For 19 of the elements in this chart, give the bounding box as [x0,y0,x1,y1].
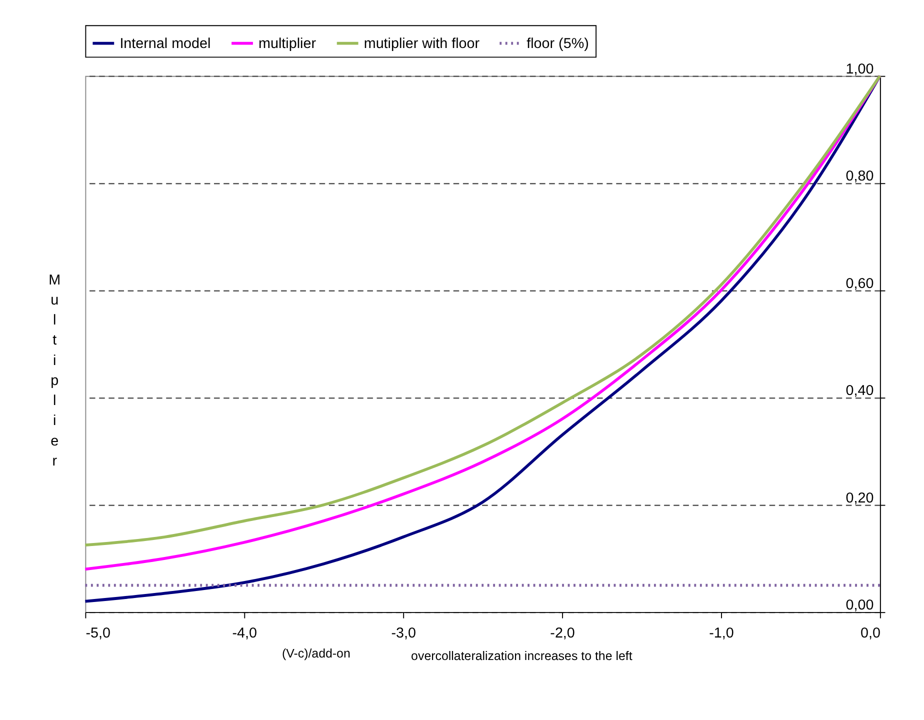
text: Multiplier [48,272,61,470]
y-tick-label: 0,60 [846,276,874,292]
y-tick-label: 0,20 [846,490,874,506]
y-tick-label: 1,00 [846,61,874,78]
x-tick-label: -4,0 [232,625,258,642]
text: overcollateralization increases to the left [411,648,633,663]
x-tick-label: 0,0 [860,625,880,642]
legend-label: mutiplier with floor [364,36,480,52]
y-tick-label: 0,00 [846,598,874,614]
x-tick-label: -5,0 [86,625,110,642]
x-tick-label: -1,0 [709,625,734,642]
y-tick-label: 0,40 [846,383,874,400]
y-tick-label: 0,80 [846,168,874,185]
x-tick-label: -3,0 [391,625,416,642]
legend-label: Internal model [120,36,211,52]
x-tick-label: -2,0 [550,625,575,642]
x-axis-title: (V-c)/add-on [282,646,350,661]
legend-label: multiplier [258,36,316,52]
legend-label: floor (5%) [526,36,589,52]
